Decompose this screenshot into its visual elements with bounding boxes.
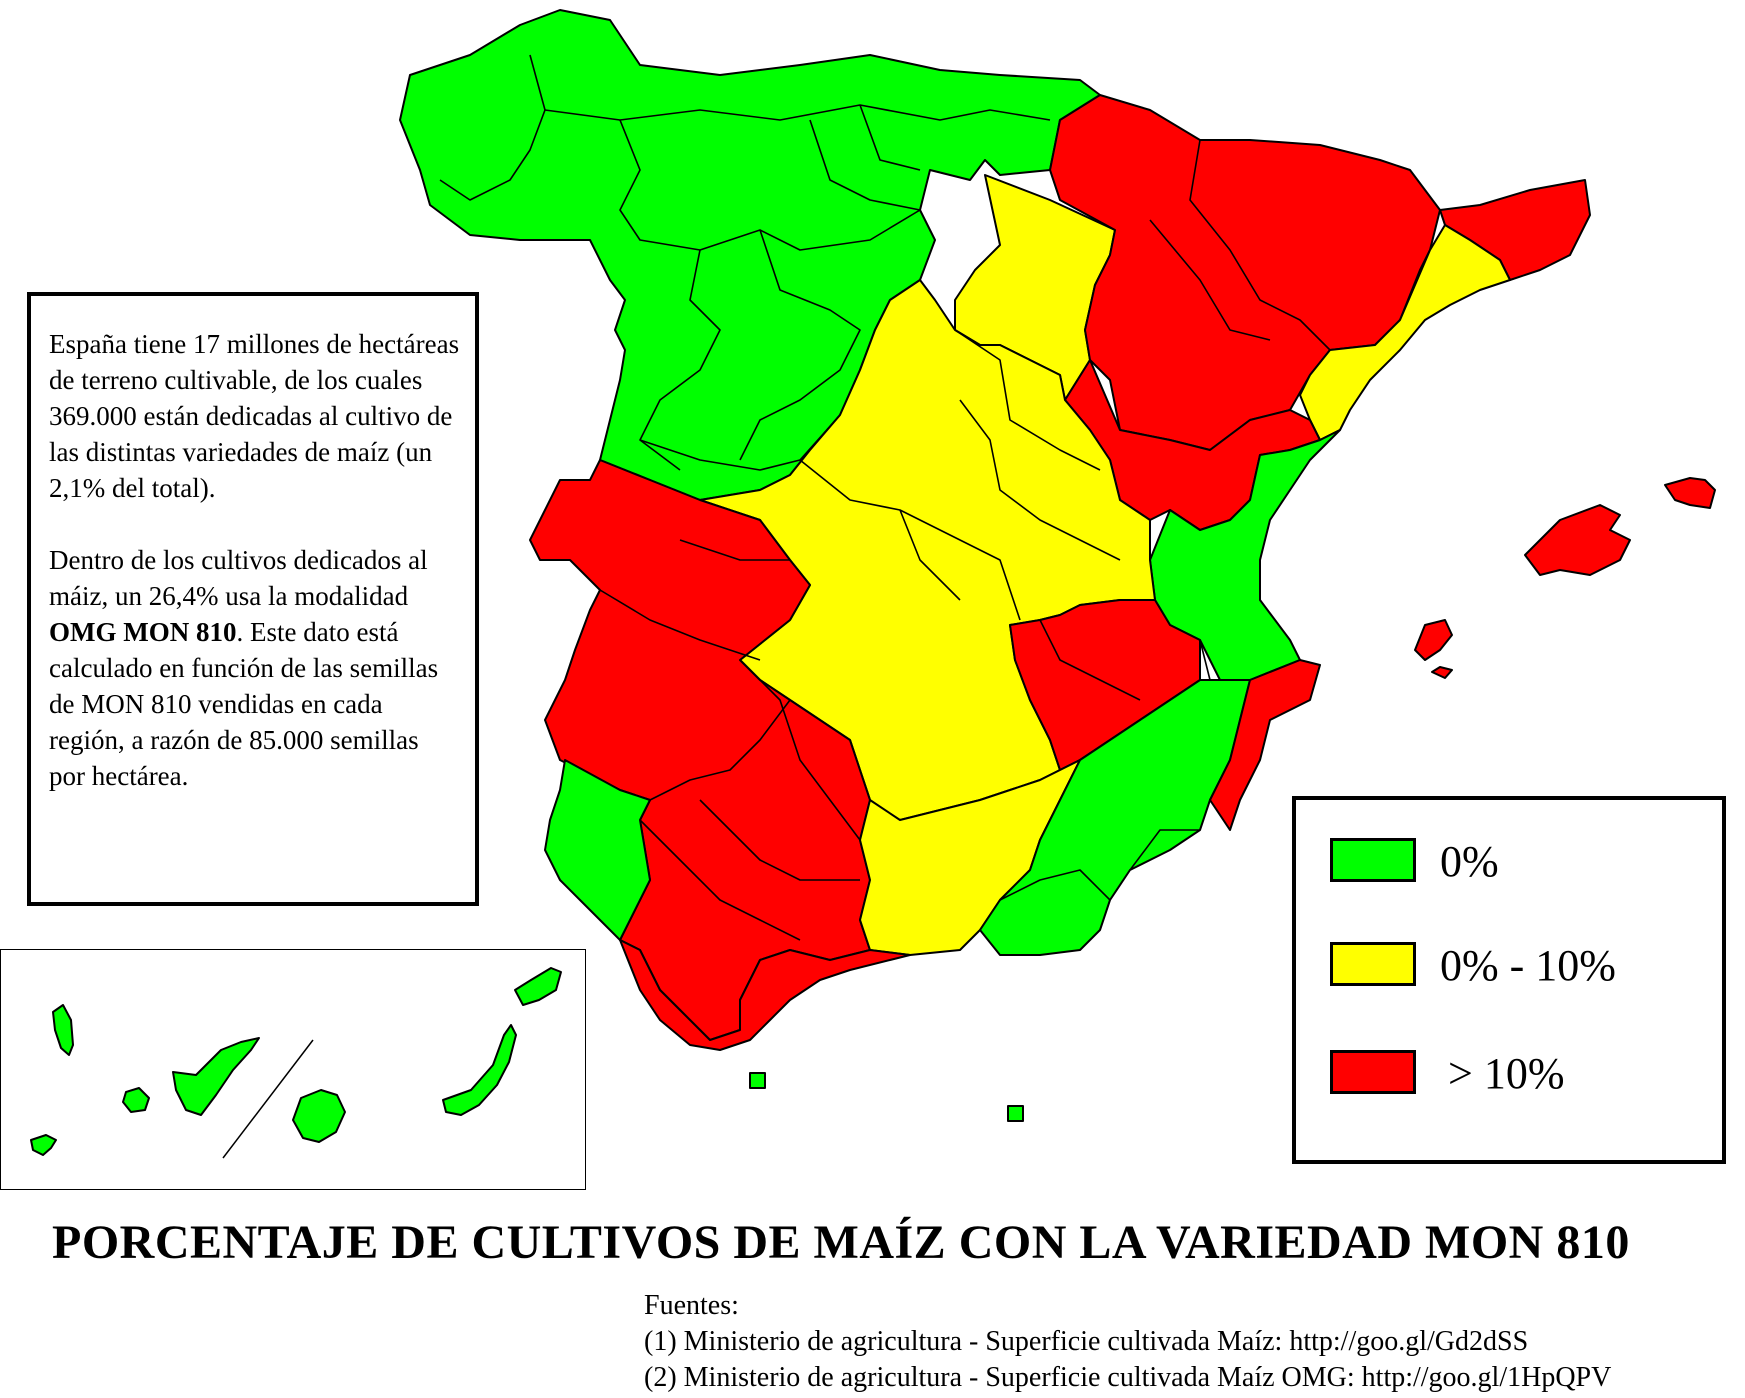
island-fuerteventura	[442, 1024, 517, 1116]
balearic-ibiza	[1414, 619, 1453, 661]
island-gran-canaria	[292, 1089, 346, 1143]
legend-label-1: 0% - 10%	[1440, 941, 1616, 990]
map-title: PORCENTAJE DE CULTIVOS DE MAÍZ CON LA VA…	[52, 1216, 1630, 1269]
island-lanzarote	[514, 967, 562, 1006]
region-navarra-aragon-red	[1049, 94, 1441, 451]
legend-item-0: 0%	[1330, 838, 1710, 888]
balearic-mallorca	[1524, 504, 1631, 576]
legend-swatch-green	[1330, 838, 1416, 882]
info-text-box: España tiene 17 millones de hectáreas de…	[27, 292, 479, 906]
legend-label-2: > 10%	[1448, 1049, 1565, 1098]
source-item-2: (2) Ministerio de agricultura - Superfic…	[644, 1362, 1612, 1393]
source-item-1: (1) Ministerio de agricultura - Superfic…	[644, 1326, 1529, 1357]
legend-item-1: 0% - 10%	[1330, 942, 1710, 992]
balearic-formentera	[1431, 666, 1453, 679]
legend-swatch-red	[1330, 1050, 1416, 1094]
melilla-square	[1007, 1105, 1024, 1122]
ceuta-square	[749, 1072, 766, 1089]
canary-islands-inset	[0, 949, 586, 1190]
sources: Fuentes: (1) Ministerio de agricultura -…	[644, 1288, 1611, 1396]
island-la-gomera	[122, 1087, 150, 1113]
island-la-palma	[52, 1004, 74, 1056]
info-omg-highlight: OMG MON 810	[49, 617, 237, 647]
balearic-menorca	[1664, 477, 1716, 509]
island-el-hierro	[30, 1134, 57, 1156]
canary-islands-map	[30, 967, 562, 1159]
inset-divider-line	[222, 1039, 314, 1159]
island-tenerife	[172, 1037, 260, 1116]
legend-label-0: 0%	[1440, 837, 1499, 886]
region-catalonia-yellow	[1299, 224, 1511, 441]
region-alicante-red	[1209, 659, 1321, 831]
legend-swatch-yellow	[1330, 942, 1416, 986]
sources-heading: Fuentes:	[644, 1290, 739, 1321]
region-malaga-red	[619, 939, 911, 1051]
info-paragraph-2-start: Dentro de los cultivos dedicados al máiz…	[49, 545, 428, 611]
province-borders	[439, 54, 1331, 941]
legend: 0% 0% - 10% > 10%	[1292, 796, 1726, 1164]
info-paragraph-2-end: . Este dato está calculado en función de…	[49, 617, 439, 791]
info-paragraph-1: España tiene 17 millones de hectáreas de…	[49, 329, 460, 503]
info-paragraph-2: Dentro de los cultivos dedicados al máiz…	[49, 542, 461, 794]
region-murcia-green	[979, 679, 1251, 956]
legend-item-2: > 10%	[1330, 1050, 1710, 1100]
